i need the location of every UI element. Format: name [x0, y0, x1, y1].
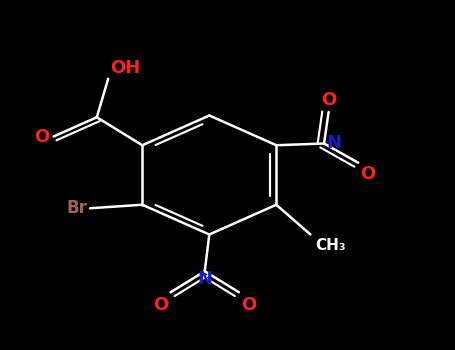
Text: CH₃: CH₃: [315, 238, 346, 253]
Text: O: O: [241, 296, 257, 314]
Text: O: O: [321, 91, 336, 108]
Text: O: O: [360, 164, 376, 182]
Text: OH: OH: [111, 59, 141, 77]
Text: Br: Br: [67, 199, 88, 217]
Text: O: O: [34, 127, 49, 146]
Text: O: O: [153, 296, 168, 314]
Text: N: N: [197, 270, 212, 287]
Text: N: N: [326, 134, 341, 153]
